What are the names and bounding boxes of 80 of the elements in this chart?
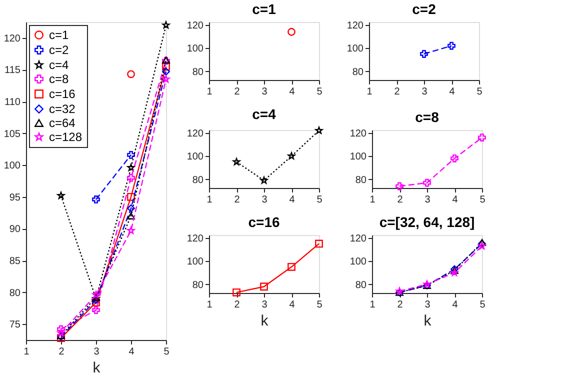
x-tick-label: 4	[289, 300, 296, 310]
x-tick-label: 4	[452, 300, 458, 310]
x-tick-label: 1	[206, 194, 213, 206]
chart-title: c=4	[252, 106, 276, 122]
x-tick-label: 1	[206, 300, 213, 310]
y-tick-label: 105	[4, 128, 21, 140]
y-tick-label: 120	[186, 233, 204, 244]
x-tick-label: 3	[262, 300, 268, 310]
y-tick-label: 120	[186, 128, 204, 140]
x-tick-label: 5	[476, 86, 483, 98]
chart-title: c=8	[415, 108, 440, 125]
x-tick-label: 2	[397, 194, 404, 206]
legend-label: c=8	[49, 72, 70, 86]
y-tick-label: 90	[9, 224, 21, 236]
legend-label: c=64	[49, 116, 76, 130]
y-tick-label: 80	[355, 174, 367, 186]
chart-title: c=[32, 64, 128]	[379, 214, 475, 230]
x-tick-label: 5	[316, 300, 323, 310]
y-tick-label: 100	[4, 160, 21, 172]
x-tick-label: 2	[58, 346, 65, 358]
x-tick-label: 1	[370, 300, 376, 310]
legend-label: c=2	[49, 43, 70, 57]
x-tick-label: 4	[289, 194, 296, 206]
x-tick-label: 1	[366, 86, 373, 98]
chart-title: c=16	[248, 214, 280, 230]
x-tick-label: 5	[480, 300, 486, 310]
legend-label: c=32	[49, 102, 76, 116]
y-tick-label: 100	[350, 152, 367, 163]
x-tick-label: 1	[206, 86, 213, 98]
y-tick-label: 80	[192, 66, 204, 78]
x-tick-label: 2	[234, 194, 240, 206]
chart-title: c=1	[252, 0, 276, 17]
x-tick-label: 3	[422, 86, 428, 98]
y-tick-label: 120	[4, 33, 21, 44]
legend-label: c=128	[49, 130, 82, 144]
y-tick-label: 80	[192, 280, 204, 291]
x-tick-label: 2	[234, 300, 240, 310]
y-tick-label: 75	[9, 320, 21, 331]
y-tick-label: 120	[186, 20, 204, 32]
x-tick-label: 3	[262, 86, 268, 98]
x-tick-label: 4	[289, 86, 296, 98]
y-tick-label: 120	[346, 20, 364, 32]
legend-label: c=16	[49, 87, 76, 101]
y-tick-label: 100	[186, 256, 204, 268]
x-tick-label: 3	[424, 194, 431, 206]
x-tick-label: 3	[94, 346, 100, 358]
x-tick-label: 2	[394, 86, 400, 98]
y-tick-label: 120	[350, 233, 367, 244]
x-tick-label: 5	[316, 194, 323, 206]
x-tick-label: 4	[128, 346, 135, 358]
x-tick-label: 2	[234, 86, 240, 98]
x-tick-label: 2	[397, 300, 404, 310]
y-tick-label: 115	[4, 65, 21, 76]
y-tick-label: 95	[9, 192, 21, 204]
legend-label: c=1	[49, 28, 70, 42]
y-tick-label: 110	[4, 97, 21, 108]
y-tick-label: 120	[350, 128, 367, 140]
x-tick-label: 3	[262, 194, 268, 206]
y-tick-label: 100	[350, 256, 367, 268]
y-tick-label: 80	[352, 66, 364, 78]
y-tick-label: 80	[192, 174, 204, 186]
y-tick-label: 85	[9, 256, 21, 267]
legend-label: c=4	[49, 58, 70, 72]
x-tick-label: 5	[316, 86, 323, 98]
y-tick-label: 100	[346, 44, 364, 55]
x-tick-label: 3	[424, 300, 431, 310]
x-tick-label: 4	[452, 194, 458, 206]
x-tick-label: 1	[24, 346, 30, 358]
x-axis-title: k	[92, 360, 101, 376]
y-tick-label: 100	[186, 44, 204, 55]
chart-title: c=2	[412, 0, 436, 17]
x-axis-title: k	[260, 312, 269, 330]
y-tick-label: 100	[186, 152, 204, 163]
x-tick-label: 5	[480, 194, 486, 206]
x-tick-label: 5	[164, 346, 170, 358]
y-tick-label: 80	[355, 280, 367, 291]
y-tick-label: 80	[9, 288, 21, 299]
x-tick-label: 1	[370, 194, 376, 206]
x-tick-label: 4	[449, 86, 456, 98]
x-axis-title: k	[424, 312, 432, 330]
